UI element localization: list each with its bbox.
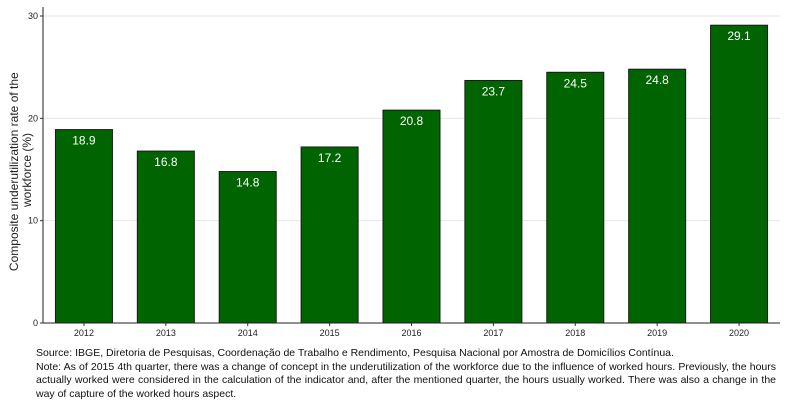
y-axis-title-line-2: workforce (%) [20, 133, 34, 208]
bar-2015 [300, 146, 359, 324]
data-label-2019: 24.8 [645, 73, 669, 87]
bar-2012 [54, 129, 113, 324]
bar-2014 [218, 171, 277, 324]
data-label-2012: 18.9 [72, 134, 96, 148]
data-labels: 18.9 16.8 14.8 17.2 20.8 23.7 24.5 24.8 29.1 [72, 29, 751, 189]
y-tick-label: 20 [28, 113, 38, 123]
methodology-note: Note: As of 2015 4th quarter, there was … [36, 360, 776, 400]
bar-2019 [628, 68, 687, 324]
bar-2020 [710, 24, 769, 324]
x-tick-label-2019: 2019 [647, 328, 667, 338]
bar-2016 [382, 109, 441, 324]
data-label-2018: 24.5 [564, 76, 588, 90]
y-tick-label: 0 [33, 318, 38, 328]
bar-2017 [464, 79, 523, 324]
bar-2018 [546, 71, 605, 324]
x-tick-label-2012: 2012 [74, 328, 94, 338]
y-axis-title-line-1: Composite underutilization rate of the [7, 72, 21, 271]
source-note: Source: IBGE, Diretoria de Pesquisas, Co… [36, 347, 674, 359]
x-tick-label-2014: 2014 [238, 328, 258, 338]
bar-chart: 18.9 16.8 14.8 17.2 20.8 23.7 24.5 24.8 29.1 0 10… [7, 7, 780, 338]
x-tick-label-2020: 2020 [729, 328, 749, 338]
bars [54, 24, 769, 324]
x-tick-label-2013: 2013 [156, 328, 176, 338]
y-tick-label: 30 [28, 11, 38, 21]
data-label-2020: 29.1 [727, 29, 751, 43]
y-tick-label: 10 [28, 216, 38, 226]
data-label-2015: 17.2 [318, 151, 342, 165]
data-label-2016: 20.8 [400, 114, 424, 128]
data-label-2014: 14.8 [236, 176, 260, 190]
x-tick-label-2015: 2015 [320, 328, 340, 338]
x-tick-label-2018: 2018 [565, 328, 585, 338]
axes: 0 10 20 30 2012 2013 2014 2015 2016 2017 2018 2019 2… [28, 7, 780, 338]
data-label-2013: 16.8 [154, 155, 178, 169]
data-label-2017: 23.7 [482, 84, 506, 98]
chart-notes: Source: IBGE, Diretoria de Pesquisas, Co… [36, 347, 776, 401]
x-tick-label-2017: 2017 [483, 328, 503, 338]
bar-2013 [136, 150, 195, 324]
x-tick-label-2016: 2016 [401, 328, 421, 338]
y-axis-title: Composite underutilization rate of the w… [7, 69, 34, 271]
